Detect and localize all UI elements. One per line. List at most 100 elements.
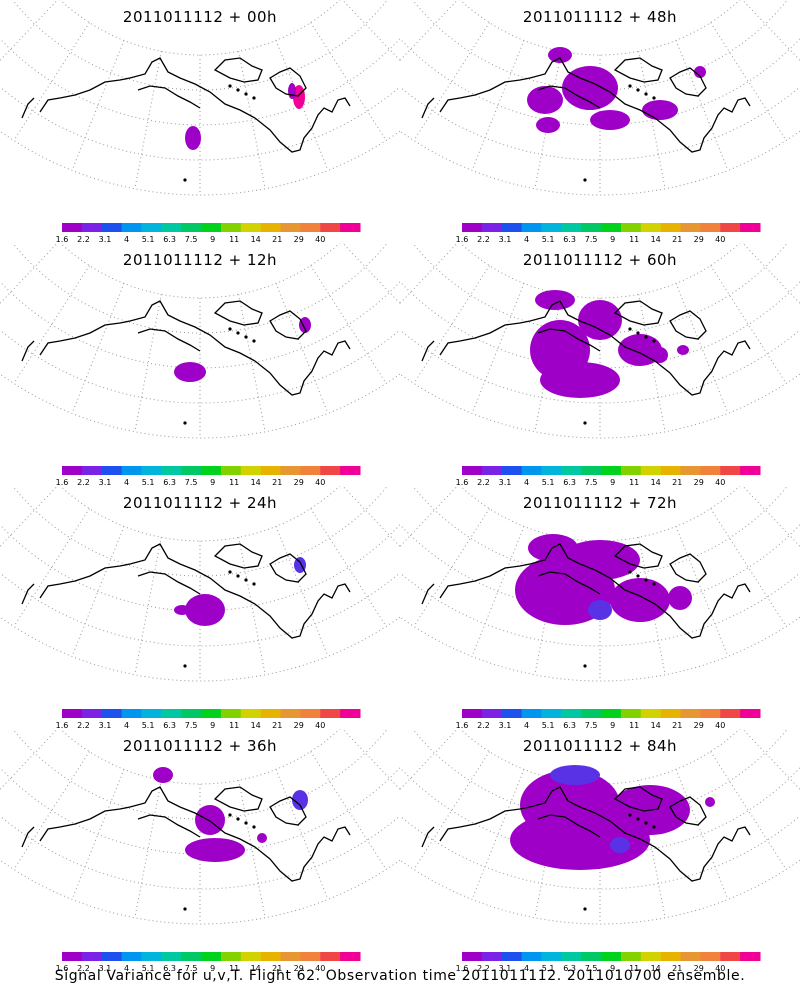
variance-region: [195, 805, 225, 835]
colorbar-swatch: [720, 952, 741, 961]
polar-map: 1.6 2.2 3.1 4 5.1 6.3 7.5 9 11 14 21 29 40: [400, 486, 800, 730]
colorbar-label: 11: [629, 235, 639, 244]
colorbar-label: 2.2: [477, 964, 490, 973]
colorbar-swatch: [300, 709, 321, 718]
colorbar-swatch: [280, 952, 301, 961]
colorbar-swatch: [700, 466, 721, 475]
colorbar: 1.6 2.2 3.1 4 5.1 6.3 7.5 9 11 14 21 29 40: [456, 709, 761, 730]
colorbar: 1.6 2.2 3.1 4 5.1 6.3 7.5 9 11 14 21 29 40: [56, 223, 361, 244]
colorbar-label: 7.5: [585, 721, 598, 730]
colorbar-swatch: [561, 466, 582, 475]
polar-map: 1.6 2.2 3.1 4 5.1 6.3 7.5 9 11 14 21 29 40: [400, 729, 800, 973]
colorbar-swatch: [620, 223, 642, 232]
variance-region: [588, 600, 612, 620]
colorbar-label: 3.1: [99, 964, 112, 973]
colorbar-label: 6.3: [563, 964, 576, 973]
colorbar-swatch: [640, 952, 662, 961]
lat-lon-grid: [400, 486, 800, 682]
colorbar-swatch: [521, 466, 542, 475]
panel-title: 2011011112 + 60h: [522, 251, 678, 269]
colorbar-label: 40: [315, 964, 325, 973]
colorbar-swatch: [240, 223, 262, 232]
colorbar-label: 29: [694, 235, 704, 244]
variance-region: [548, 47, 572, 63]
colorbar-label: 7.5: [585, 235, 598, 244]
colorbar-label: 11: [629, 964, 639, 973]
lat-lon-grid: [400, 0, 800, 196]
colorbar-swatch: [601, 466, 622, 475]
colorbar-swatch: [541, 223, 562, 232]
variance-region: [185, 838, 245, 862]
variance-region: [299, 317, 311, 333]
signal-variance-field: [530, 290, 689, 398]
variance-region: [292, 790, 308, 810]
colorbar-swatch: [640, 709, 662, 718]
colorbar-swatch: [601, 223, 622, 232]
colorbar-swatch: [521, 952, 542, 961]
panel-title: 2011011112 + 00h: [122, 8, 278, 26]
variance-region: [153, 767, 173, 783]
colorbar-swatch: [201, 223, 222, 232]
variance-region: [578, 300, 622, 340]
colorbar-label: 21: [272, 235, 282, 244]
lat-lon-grid: [400, 243, 800, 439]
colorbar-label: 11: [229, 721, 239, 730]
polar-map: 1.6 2.2 3.1 4 5.1 6.3 7.5 9 11 14 21 29 40: [400, 0, 800, 244]
colorbar-swatch: [280, 223, 301, 232]
coastline: [421, 786, 751, 911]
colorbar-label: 5.1: [142, 964, 155, 973]
colorbar-swatch: [101, 223, 123, 232]
colorbar-label: 14: [251, 721, 261, 730]
map-panel: 2011011112 + 36h 1.6 2.2 3.1 4 5.1 6.3 7.5 9 11 14…: [0, 729, 400, 974]
colorbar-swatch: [280, 466, 301, 475]
colorbar-label: 4: [524, 235, 529, 244]
colorbar-label: 21: [272, 478, 282, 487]
colorbar-swatch: [462, 223, 483, 232]
colorbar-swatch: [320, 709, 341, 718]
colorbar-label: 21: [672, 964, 682, 973]
colorbar-swatch: [260, 466, 282, 475]
coastline: [21, 57, 351, 182]
colorbar-swatch: [201, 466, 222, 475]
colorbar-label: 4: [524, 721, 529, 730]
colorbar-label: 4: [524, 964, 529, 973]
colorbar-label: 5.1: [142, 478, 155, 487]
colorbar-label: 14: [251, 964, 261, 973]
colorbar-swatch: [220, 952, 242, 961]
colorbar-label: 3.1: [499, 964, 512, 973]
colorbar-label: 1.6: [456, 478, 469, 487]
colorbar-swatch: [481, 709, 503, 718]
colorbar-swatch: [462, 466, 483, 475]
colorbar-swatch: [101, 709, 123, 718]
variance-region: [677, 345, 689, 355]
colorbar-swatch: [660, 223, 682, 232]
colorbar-swatch: [121, 223, 142, 232]
colorbar-label: 7.5: [585, 964, 598, 973]
colorbar-label: 6.3: [563, 721, 576, 730]
variance-region: [535, 290, 575, 310]
colorbar-swatch: [700, 709, 721, 718]
colorbar-label: 5.1: [542, 478, 555, 487]
map-panel: 2011011112 + 00h 1.6 2.2 3.1 4 5.1 6.3 7.5 9 11 14…: [0, 0, 400, 245]
colorbar: 1.6 2.2 3.1 4 5.1 6.3 7.5 9 11 14 21 29 40: [456, 466, 761, 487]
map-panel: 2011011112 + 24h 1.6 2.2 3.1 4 5.1 6.3 7.5 9 11 14…: [0, 486, 400, 731]
colorbar-label: 29: [294, 235, 304, 244]
colorbar-swatch: [300, 223, 321, 232]
colorbar-swatch: [680, 223, 701, 232]
signal-variance-field: [515, 534, 692, 625]
colorbar-label: 40: [715, 964, 725, 973]
colorbar-swatch: [521, 223, 542, 232]
variance-region: [652, 347, 668, 363]
signal-variance-field: [174, 557, 306, 626]
colorbar-label: 29: [294, 478, 304, 487]
map-panel: 2011011112 + 72h 1.6 2.2 3.1 4 5.1 6.3 7.5 9 11 14…: [400, 486, 800, 731]
colorbar-swatch: [561, 223, 582, 232]
variance-region: [540, 362, 620, 398]
colorbar-swatch: [680, 466, 701, 475]
variance-region: [257, 833, 267, 843]
colorbar-label: 1.6: [56, 964, 69, 973]
colorbar-swatch: [541, 466, 562, 475]
colorbar-swatch: [481, 952, 503, 961]
colorbar-swatch: [240, 709, 262, 718]
colorbar-swatch: [62, 709, 83, 718]
